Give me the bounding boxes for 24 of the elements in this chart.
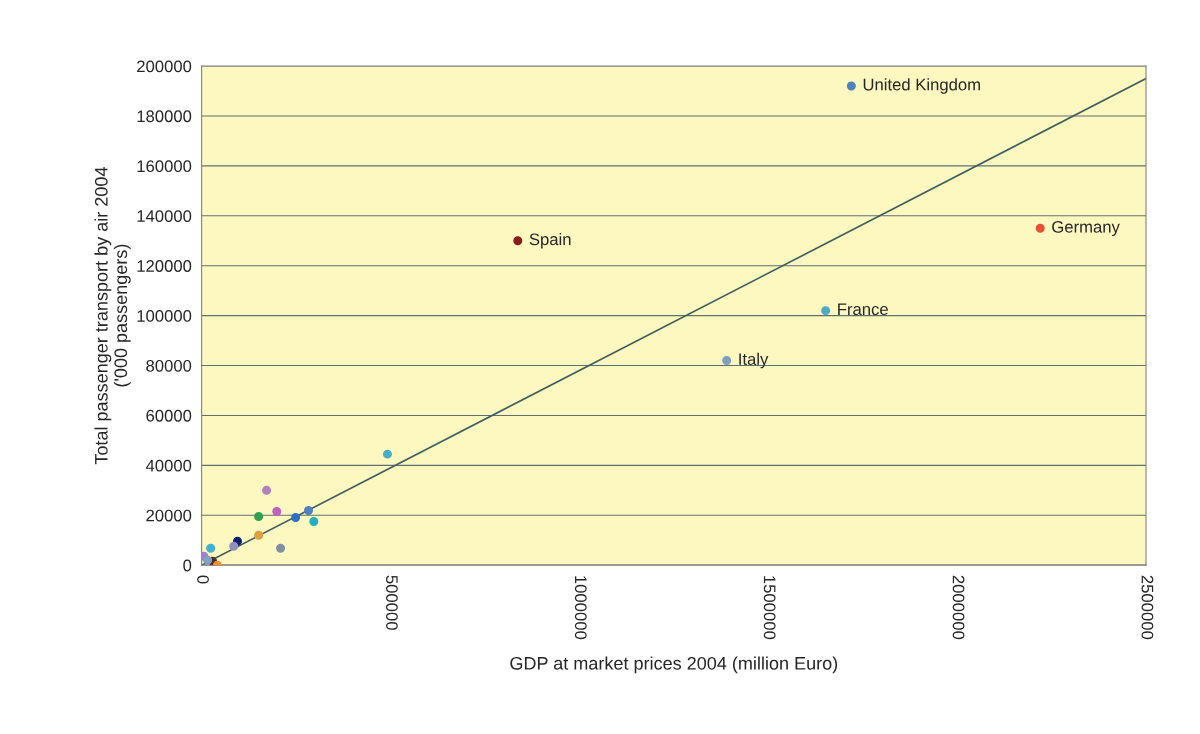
annotation: France bbox=[838, 303, 888, 316]
x-tick-label: 500000 bbox=[386, 575, 398, 630]
annotation: United Kingdom bbox=[863, 78, 980, 94]
x-tick-label: 1000000 bbox=[574, 576, 587, 640]
y-tick-label: 120000 bbox=[137, 260, 192, 272]
y-tick-label: 200000 bbox=[137, 60, 192, 73]
x-tick-label: 1500000 bbox=[763, 576, 776, 640]
y-tick-label: 40000 bbox=[145, 459, 192, 472]
annotation: Germany bbox=[1052, 220, 1120, 237]
y-tick-label: 60000 bbox=[146, 409, 192, 422]
y-tick-label: 160000 bbox=[137, 160, 192, 173]
annotation: Spain bbox=[529, 232, 571, 249]
y-axis-title: Total passenger transport by air 2004 ('000 passengers) bbox=[94, 167, 131, 465]
y-tick-label: 140000 bbox=[137, 210, 192, 222]
x-tick-label: 0 bbox=[197, 575, 209, 584]
y-tick-label: 100000 bbox=[137, 310, 192, 322]
x-axis-title: GDP at market prices 2004 (million Euro) bbox=[510, 656, 838, 674]
y-tick-label: 0 bbox=[183, 559, 192, 572]
annotation: Italy bbox=[739, 352, 769, 369]
y-tick-label: 180000 bbox=[137, 110, 192, 123]
x-tick-label: 2000000 bbox=[952, 575, 965, 640]
y-tick-label: 80000 bbox=[146, 359, 192, 372]
y-tick-label: 20000 bbox=[146, 509, 192, 522]
x-tick-label: 2500000 bbox=[1141, 575, 1154, 640]
